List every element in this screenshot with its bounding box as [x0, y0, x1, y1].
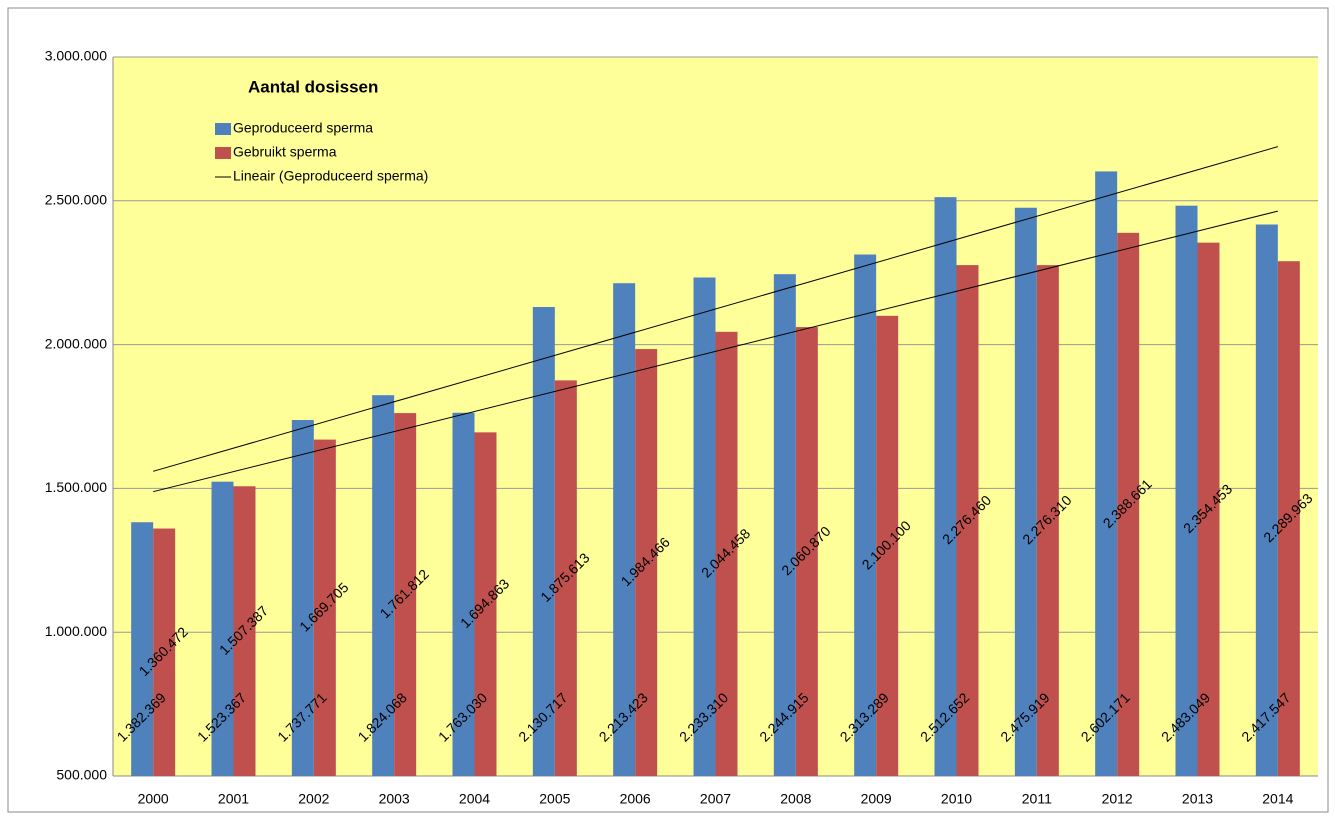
bar: [1255, 224, 1278, 776]
bar: [613, 283, 636, 776]
x-tick-label: 2009: [861, 791, 892, 807]
bar: [1277, 261, 1300, 776]
bar: [153, 528, 176, 776]
legend-swatch: [215, 123, 231, 135]
legend-label: Geproduceerd sperma: [233, 120, 373, 136]
x-tick-label: 2012: [1102, 791, 1133, 807]
bar: [474, 432, 497, 776]
bar: [394, 413, 417, 776]
bar: [1197, 242, 1220, 777]
bar: [532, 307, 555, 776]
bar: [131, 522, 154, 776]
x-tick-label: 2006: [620, 791, 651, 807]
y-tick-label: 2.000.000: [45, 335, 107, 351]
bar: [956, 265, 979, 776]
bar: [211, 481, 234, 776]
x-tick-label: 2008: [780, 791, 811, 807]
x-tick-label: 2014: [1262, 791, 1293, 807]
y-tick-label: 3.000.000: [45, 48, 107, 64]
x-tick-label: 2013: [1182, 791, 1213, 807]
bar: [233, 486, 256, 776]
x-tick-label: 2005: [539, 791, 570, 807]
y-tick-label: 500.000: [56, 767, 107, 783]
x-tick-label: 2001: [218, 791, 249, 807]
bar: [635, 349, 658, 776]
legend-title: Aantal dosissen: [248, 77, 378, 96]
x-tick-label: 2010: [941, 791, 972, 807]
bar: [693, 277, 716, 776]
bar: [715, 331, 738, 776]
bar: [773, 274, 796, 776]
bar: [876, 315, 899, 776]
legend-label: Gebruikt sperma: [233, 144, 337, 160]
y-tick-label: 1.500.000: [45, 479, 107, 495]
bar: [291, 420, 314, 776]
y-tick-label: 2.500.000: [45, 192, 107, 208]
bar: [1175, 205, 1198, 776]
bar: [372, 395, 395, 776]
x-tick-label: 2002: [298, 791, 329, 807]
x-tick-label: 2003: [379, 791, 410, 807]
x-tick-label: 2011: [1022, 791, 1052, 807]
trendline: [153, 146, 1278, 472]
trendline: [153, 210, 1278, 493]
bar: [313, 439, 336, 776]
y-tick-label: 1.000.000: [45, 623, 107, 639]
bar: [1014, 207, 1037, 776]
bar: [1036, 265, 1059, 776]
x-tick-label: 2007: [700, 791, 731, 807]
bar: [934, 197, 957, 777]
bar: [554, 380, 577, 776]
x-tick-label: 2004: [459, 791, 490, 807]
bar: [795, 327, 818, 776]
bar: [1117, 232, 1140, 776]
legend-swatch: [215, 147, 231, 159]
bar: [452, 412, 475, 776]
bar: [854, 254, 877, 777]
bar: [1095, 171, 1118, 776]
legend-label: Lineair (Geproduceerd sperma): [233, 168, 428, 184]
x-tick-label: 2000: [138, 791, 169, 807]
